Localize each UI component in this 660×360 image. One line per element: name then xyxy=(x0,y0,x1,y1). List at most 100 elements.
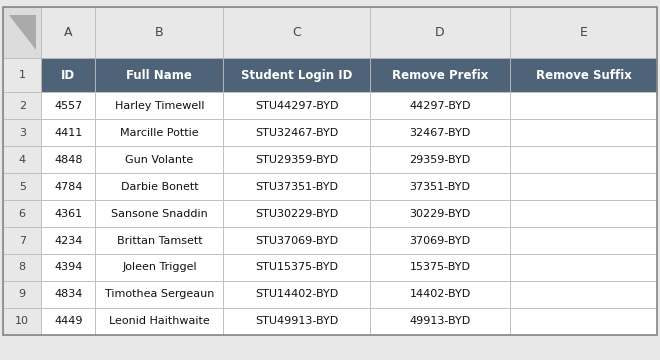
Text: Joleen Triggel: Joleen Triggel xyxy=(122,262,197,273)
Text: Marcille Pottie: Marcille Pottie xyxy=(120,128,199,138)
Text: 3: 3 xyxy=(18,128,26,138)
Bar xyxy=(223,200,370,227)
Bar xyxy=(223,119,370,146)
Text: 4557: 4557 xyxy=(54,101,82,111)
Text: Harley Timewell: Harley Timewell xyxy=(115,101,204,111)
Bar xyxy=(510,281,657,308)
Bar xyxy=(95,227,223,254)
Text: 44297-BYD: 44297-BYD xyxy=(409,101,471,111)
Bar xyxy=(3,58,41,93)
Bar xyxy=(95,200,223,227)
Text: STU15375-BYD: STU15375-BYD xyxy=(255,262,338,273)
Bar xyxy=(510,200,657,227)
Bar xyxy=(3,146,41,173)
Text: 1: 1 xyxy=(18,70,26,80)
Text: 10: 10 xyxy=(15,316,29,326)
Bar xyxy=(370,119,510,146)
Text: 4834: 4834 xyxy=(54,289,82,300)
Text: 4394: 4394 xyxy=(54,262,82,273)
Bar xyxy=(370,173,510,200)
Bar xyxy=(95,173,223,200)
Text: 2: 2 xyxy=(18,101,26,111)
Bar xyxy=(370,200,510,227)
Text: 4449: 4449 xyxy=(54,316,82,326)
Text: 37351-BYD: 37351-BYD xyxy=(410,182,471,192)
Bar xyxy=(223,58,370,93)
Bar xyxy=(510,308,657,335)
Text: 49913-BYD: 49913-BYD xyxy=(409,316,471,326)
Text: E: E xyxy=(579,26,587,39)
Bar xyxy=(510,7,657,58)
Bar xyxy=(510,119,657,146)
Bar xyxy=(370,58,510,93)
Text: 4: 4 xyxy=(18,155,26,165)
Bar xyxy=(95,7,223,58)
Bar xyxy=(223,93,370,119)
Bar xyxy=(223,173,370,200)
Bar xyxy=(223,227,370,254)
Bar xyxy=(370,227,510,254)
Text: STU32467-BYD: STU32467-BYD xyxy=(255,128,339,138)
Bar xyxy=(3,173,41,200)
Bar xyxy=(510,93,657,119)
Bar xyxy=(510,254,657,281)
Text: 5: 5 xyxy=(18,182,26,192)
Text: Remove Suffix: Remove Suffix xyxy=(535,69,632,82)
Bar xyxy=(370,7,510,58)
Text: ID: ID xyxy=(61,69,75,82)
Bar xyxy=(3,227,41,254)
Bar xyxy=(95,308,223,335)
Text: 7: 7 xyxy=(18,235,26,246)
Bar xyxy=(370,254,510,281)
Bar xyxy=(3,254,41,281)
Text: 37069-BYD: 37069-BYD xyxy=(409,235,471,246)
Text: 29359-BYD: 29359-BYD xyxy=(409,155,471,165)
Text: Full Name: Full Name xyxy=(127,69,192,82)
Text: 30229-BYD: 30229-BYD xyxy=(409,208,471,219)
Bar xyxy=(223,281,370,308)
Bar xyxy=(41,254,95,281)
Bar xyxy=(41,281,95,308)
Bar xyxy=(370,146,510,173)
Text: STU30229-BYD: STU30229-BYD xyxy=(255,208,339,219)
Bar xyxy=(41,93,95,119)
Bar xyxy=(510,227,657,254)
Text: 9: 9 xyxy=(18,289,26,300)
Bar xyxy=(41,173,95,200)
Bar xyxy=(3,119,41,146)
Bar xyxy=(510,173,657,200)
Bar xyxy=(510,146,657,173)
Bar xyxy=(95,93,223,119)
Text: A: A xyxy=(64,26,73,39)
Text: STU37351-BYD: STU37351-BYD xyxy=(255,182,338,192)
Bar xyxy=(3,281,41,308)
Bar xyxy=(95,58,223,93)
Bar xyxy=(95,254,223,281)
Text: STU49913-BYD: STU49913-BYD xyxy=(255,316,339,326)
Bar xyxy=(223,146,370,173)
Text: C: C xyxy=(292,26,301,39)
Text: D: D xyxy=(435,26,445,39)
Bar xyxy=(95,119,223,146)
Text: Darbie Bonett: Darbie Bonett xyxy=(121,182,198,192)
Text: B: B xyxy=(155,26,164,39)
Bar xyxy=(41,7,95,58)
Text: Remove Prefix: Remove Prefix xyxy=(392,69,488,82)
Text: Leonid Haithwaite: Leonid Haithwaite xyxy=(109,316,210,326)
Bar xyxy=(41,146,95,173)
Text: 14402-BYD: 14402-BYD xyxy=(409,289,471,300)
Bar xyxy=(223,254,370,281)
Bar xyxy=(95,146,223,173)
Bar xyxy=(41,58,95,93)
Bar xyxy=(370,281,510,308)
Bar xyxy=(370,93,510,119)
Text: 6: 6 xyxy=(18,208,26,219)
Bar xyxy=(3,93,41,119)
Bar xyxy=(510,58,657,93)
Text: 32467-BYD: 32467-BYD xyxy=(409,128,471,138)
Text: 4848: 4848 xyxy=(54,155,82,165)
Text: 8: 8 xyxy=(18,262,26,273)
Bar xyxy=(41,200,95,227)
Bar xyxy=(95,281,223,308)
Text: STU14402-BYD: STU14402-BYD xyxy=(255,289,339,300)
